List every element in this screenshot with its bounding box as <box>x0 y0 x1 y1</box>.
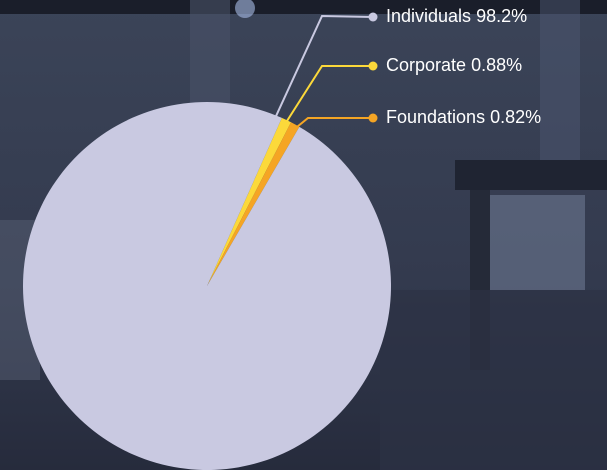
slice-label: Individuals 98.2% <box>386 6 527 26</box>
slice-label: Foundations 0.82% <box>386 107 541 127</box>
leader-line <box>290 117 373 133</box>
leader-line <box>272 14 374 124</box>
slice-value: 98.2% <box>476 6 527 26</box>
slice-name: Foundations <box>386 107 485 127</box>
leader-line <box>282 65 373 128</box>
slice-value: 0.82% <box>490 107 541 127</box>
pie-slice <box>207 122 300 287</box>
leader-dot <box>368 12 378 22</box>
pie-slice <box>207 117 292 286</box>
pie-slice <box>23 102 392 470</box>
slice-name: Individuals <box>386 6 471 26</box>
slice-label: Corporate 0.88% <box>386 55 522 75</box>
pie: Individuals 98.2% Corporate 0.88% Foundati… <box>23 6 541 470</box>
slice-value: 0.88% <box>471 55 522 75</box>
leader-dot <box>368 113 378 123</box>
leader-dot <box>368 61 378 71</box>
slice-name: Corporate <box>386 55 466 75</box>
